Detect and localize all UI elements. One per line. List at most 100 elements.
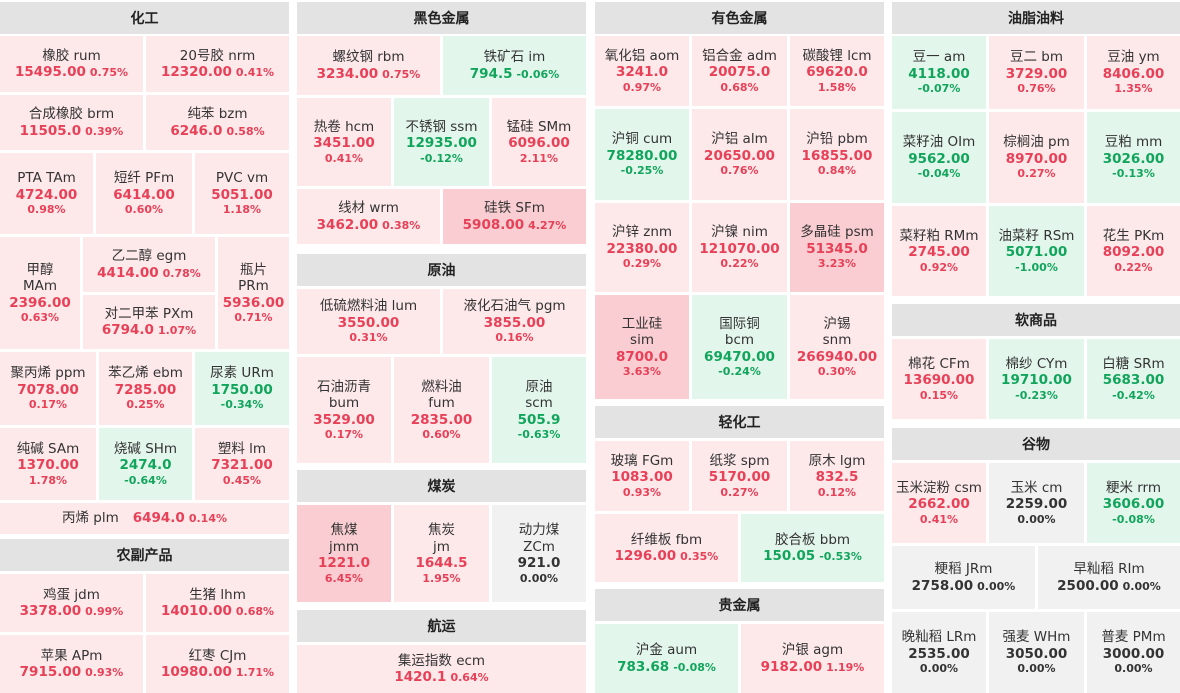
contract-tile-lc[interactable]: 碳酸锂 lcm 69620.0 1.58%	[790, 36, 884, 106]
section-header-youse: 有色金属	[595, 2, 884, 34]
contract-price: 7285.00	[114, 381, 177, 398]
contract-tile-cj[interactable]: 红枣 CJm 10980.00 1.71%	[146, 635, 289, 693]
contract-tile-jr[interactable]: 粳稻 JRm 2758.00 0.00%	[892, 546, 1035, 609]
change-percent: 0.16%	[495, 331, 534, 345]
contract-tile-br[interactable]: 合成橡胶 brm 11505.0 0.39%	[0, 95, 143, 150]
contract-tile-rm[interactable]: 菜籽粕 RMm 2745.00 0.92%	[892, 206, 986, 296]
contract-name: 碳酸锂 lcm	[802, 47, 872, 64]
contract-tile-lh[interactable]: 生猪 lhm 14010.00 0.68%	[146, 574, 289, 632]
contract-tile-l[interactable]: 塑料 lm 7321.00 0.45%	[195, 428, 289, 500]
change-percent: 0.00%	[1017, 512, 1056, 526]
contract-tile-au[interactable]: 沪金 aum 783.68 -0.08%	[595, 624, 738, 693]
contract-tile-fb[interactable]: 纤维板 fbm 1296.00 0.35%	[595, 514, 738, 582]
contract-tile-px[interactable]: 对二甲苯 PXm 6794.0 1.07%	[83, 295, 215, 349]
contract-tile-jm[interactable]: 焦煤 jmm 1221.0 6.45%	[297, 505, 391, 602]
contract-tile-ag[interactable]: 沪银 agm 9182.00 1.19%	[741, 624, 884, 693]
contract-tile-ao[interactable]: 氧化铝 aom 3241.0 0.97%	[595, 36, 689, 106]
contract-tile-ur[interactable]: 尿素 URm 1750.00 -0.34%	[195, 352, 289, 425]
contract-tile-ru[interactable]: 橡胶 rum 15495.00 0.75%	[0, 36, 143, 92]
contract-tile-jd[interactable]: 鸡蛋 jdm 3378.00 0.99%	[0, 574, 143, 632]
contract-tile-pg[interactable]: 液化石油气 pgm 3855.00 0.16%	[443, 289, 586, 354]
contract-tile-lu[interactable]: 低硫燃料油 lum 3550.00 0.31%	[297, 289, 440, 354]
contract-tile-pl[interactable]: 丙烯 plm 6494.0 0.14%	[0, 503, 289, 534]
contract-name: 沪金 aum	[635, 642, 698, 659]
contract-tile-rb[interactable]: 螺纹钢 rbm 3234.00 0.75%	[297, 36, 440, 95]
contract-tile-eg[interactable]: 乙二醇 egm 4414.00 0.78%	[83, 237, 215, 292]
contract-tile-sa[interactable]: 纯碱 SAm 1370.00 1.78%	[0, 428, 96, 500]
contract-tile-cs[interactable]: 玉米淀粉 csm 2662.00 0.41%	[892, 463, 986, 543]
contract-tile-v[interactable]: PVC vm 5051.00 1.18%	[195, 153, 289, 234]
contract-price: 2474.0	[119, 457, 172, 474]
contract-tile-j[interactable]: 焦炭 jm 1644.5 1.95%	[394, 505, 489, 602]
contract-tile-nr[interactable]: 20号胶 nrm 12320.00 0.41%	[146, 36, 289, 92]
contract-tile-cy[interactable]: 棉纱 CYm 19710.00 -0.23%	[989, 339, 1084, 419]
contract-name: 鸡蛋 jdm	[43, 586, 100, 603]
contract-price: 8406.00	[1102, 65, 1165, 82]
contract-tile-wh[interactable]: 强麦 WHm 3050.00 0.00%	[989, 612, 1084, 693]
contract-tile-hc[interactable]: 热卷 hcm 3451.00 0.41%	[297, 98, 391, 186]
contract-tile-zn[interactable]: 沪锌 znm 22380.00 0.29%	[595, 203, 689, 292]
contract-tile-ri[interactable]: 早籼稻 RIm 2500.00 0.00%	[1038, 546, 1180, 609]
contract-tile-oi[interactable]: 菜籽油 OIm 9562.00 -0.04%	[892, 112, 986, 203]
contract-tile-sr[interactable]: 白糖 SRm 5683.00 -0.42%	[1087, 339, 1180, 419]
contract-tile-lg[interactable]: 原木 lgm 832.5 0.12%	[790, 441, 884, 511]
contract-tile-lr[interactable]: 晚籼稻 LRm 2535.00 0.00%	[892, 612, 986, 693]
contract-tile-ni[interactable]: 沪镍 nim 121070.00 0.22%	[692, 203, 787, 292]
contract-price: 13690.00	[903, 372, 975, 389]
change-percent: 3.23%	[817, 257, 857, 271]
contract-tile-pk[interactable]: 花生 PKm 8092.00 0.22%	[1087, 206, 1180, 296]
change-percent: 0.71%	[234, 311, 273, 324]
contract-tile-b[interactable]: 豆二 bm 3729.00 0.76%	[989, 36, 1084, 109]
change-percent: 2.11%	[519, 151, 559, 165]
contract-tile-ap[interactable]: 苹果 APm 7915.00 0.93%	[0, 635, 143, 693]
contract-tile-sm[interactable]: 锰硅 SMm 6096.00 2.11%	[492, 98, 586, 186]
contract-tile-ec[interactable]: 集运指数 ecm 1420.1 0.64%	[297, 645, 586, 693]
contract-tile-fu[interactable]: 燃料油 fum 2835.00 0.60%	[394, 357, 489, 463]
contract-tile-pb[interactable]: 沪铅 pbm 16855.00 0.84%	[790, 109, 884, 200]
section-header-hangyun: 航运	[297, 610, 586, 642]
price-row: 1296.00 0.35%	[615, 548, 719, 564]
change-percent: 0.93%	[622, 485, 662, 499]
contract-tile-bb[interactable]: 胶合板 bbm 150.05 -0.53%	[741, 514, 884, 582]
contract-tile-a[interactable]: 豆一 am 4118.00 -0.07%	[892, 36, 986, 109]
contract-tile-i[interactable]: 铁矿石 im 794.5 -0.06%	[443, 36, 586, 95]
contract-tile-rr[interactable]: 粳米 rrm 3606.00 -0.08%	[1087, 463, 1180, 543]
contract-tile-ss[interactable]: 不锈钢 ssm 12935.00 -0.12%	[394, 98, 489, 186]
contract-name: 棉纱 CYm	[1005, 355, 1068, 372]
contract-name: 菜籽粕 RMm	[899, 227, 979, 244]
contract-tile-ma[interactable]: 甲醇 MAm 2396.00 0.63%	[0, 237, 80, 349]
contract-tile-sh[interactable]: 烧碱 SHm 2474.0 -0.64%	[99, 428, 192, 500]
contract-tile-ta[interactable]: PTA TAm 4724.00 0.98%	[0, 153, 93, 234]
contract-tile-eb[interactable]: 苯乙烯 ebm 7285.00 0.25%	[99, 352, 192, 425]
contract-tile-pr[interactable]: 瓶片 PRm 5936.00 0.71%	[218, 237, 289, 349]
contract-tile-wr[interactable]: 线材 wrm 3462.00 0.38%	[297, 189, 440, 244]
contract-tile-p[interactable]: 棕榈油 pm 8970.00 0.27%	[989, 112, 1084, 203]
contract-price: 22380.00	[606, 240, 678, 257]
contract-tile-m[interactable]: 豆粕 mm 3026.00 -0.13%	[1087, 112, 1180, 203]
contract-tile-pm[interactable]: 普麦 PMm 3000.00 0.00%	[1087, 612, 1180, 693]
change-percent: 0.22%	[720, 257, 759, 271]
contract-tile-c[interactable]: 玉米 cm 2259.00 0.00%	[989, 463, 1084, 543]
contract-tile-pp[interactable]: 聚丙烯 ppm 7078.00 0.17%	[0, 352, 96, 425]
contract-tile-zc[interactable]: 动力煤 ZCm 921.0 0.00%	[492, 505, 586, 602]
contract-tile-ad[interactable]: 铝合金 adm 20075.0 0.68%	[692, 36, 787, 106]
contract-price: 8092.00	[1102, 244, 1165, 261]
contract-tile-cf[interactable]: 棉花 CFm 13690.00 0.15%	[892, 339, 986, 419]
contract-tile-ps[interactable]: 多晶硅 psm 51345.0 3.23%	[790, 203, 884, 292]
contract-tile-bu[interactable]: 石油沥青 bum 3529.00 0.17%	[297, 357, 391, 463]
contract-tile-sf[interactable]: 硅铁 SFm 5908.00 4.27%	[443, 189, 586, 244]
contract-tile-sn[interactable]: 沪锡 snm 266940.00 0.30%	[790, 295, 884, 399]
contract-name: 粳稻 JRm	[934, 561, 993, 578]
contract-name: 粳米 rrm	[1105, 479, 1162, 496]
contract-tile-y[interactable]: 豆油 ym 8406.00 1.35%	[1087, 36, 1180, 109]
contract-tile-al[interactable]: 沪铝 alm 20650.00 0.76%	[692, 109, 787, 200]
contract-tile-si[interactable]: 工业硅 sim 8700.0 3.63%	[595, 295, 689, 399]
contract-tile-sp[interactable]: 纸浆 spm 5170.00 0.27%	[692, 441, 787, 511]
contract-tile-pf[interactable]: 短纤 PFm 6414.00 0.60%	[96, 153, 192, 234]
contract-tile-sc[interactable]: 原油 scm 505.9 -0.63%	[492, 357, 586, 463]
contract-tile-bc[interactable]: 国际铜 bcm 69470.00 -0.24%	[692, 295, 787, 399]
contract-tile-rs[interactable]: 油菜籽 RSm 5071.00 -1.00%	[989, 206, 1084, 296]
contract-tile-cu[interactable]: 沪铜 cum 78280.00 -0.25%	[595, 109, 689, 200]
contract-tile-fg[interactable]: 玻璃 FGm 1083.00 0.93%	[595, 441, 689, 511]
contract-tile-bz[interactable]: 纯苯 bzm 6246.0 0.58%	[146, 95, 289, 150]
